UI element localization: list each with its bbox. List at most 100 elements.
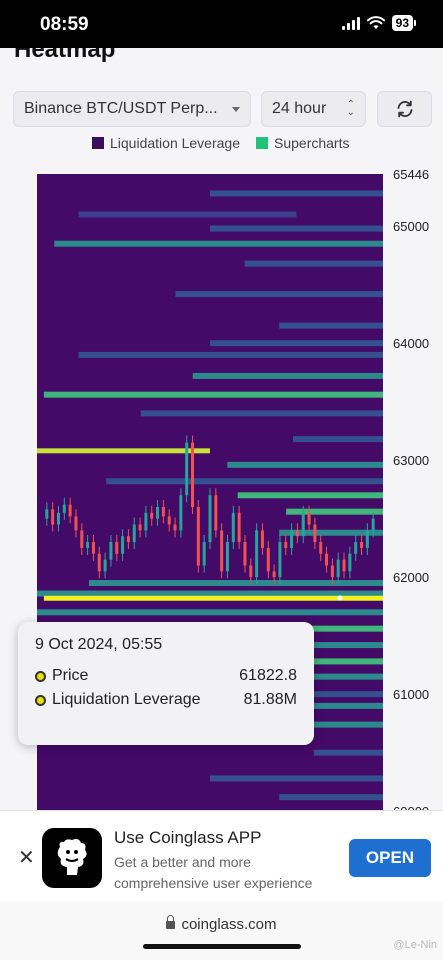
candle-body: [161, 506, 165, 517]
y-axis-tick-label: 65000: [393, 219, 429, 234]
candle-body: [126, 536, 130, 543]
y-axis-tick-label: 64000: [393, 336, 429, 351]
y-axis-tick-label: 60000: [393, 804, 429, 810]
legend-swatch: [92, 137, 104, 149]
candle-body: [150, 512, 154, 519]
address-bar[interactable]: coinglass.com: [0, 915, 443, 933]
candle-body: [138, 524, 142, 531]
candle-body: [97, 553, 101, 572]
chart-tooltip: 9 Oct 2024, 05:55 Price 61822.8 Liquidat…: [18, 622, 314, 745]
liquidation-band: [279, 529, 383, 536]
liquidation-band: [244, 260, 383, 267]
candle-body: [185, 442, 189, 496]
time-period-label: 24 hour: [272, 100, 327, 117]
close-icon[interactable]: ✕: [18, 847, 35, 869]
candle-body: [45, 509, 49, 519]
candle-body: [62, 504, 66, 513]
liquidation-band: [237, 492, 383, 499]
legend-item-supercharts[interactable]: Supercharts: [256, 135, 349, 151]
lock-icon: [166, 915, 176, 929]
legend-label: Supercharts: [274, 135, 350, 151]
y-axis-tick-label: 65446: [393, 167, 429, 182]
candle-body: [68, 504, 72, 517]
tooltip-label: Liquidation Leverage: [52, 691, 201, 708]
candle-body: [325, 553, 329, 566]
liquidation-band: [286, 508, 383, 515]
series-dot-icon: [35, 670, 46, 682]
cellular-signal-icon: [341, 16, 360, 30]
liquidation-band: [43, 595, 384, 601]
open-app-button[interactable]: OPEN: [349, 839, 431, 877]
candle-body: [319, 542, 323, 554]
candle-body: [371, 518, 375, 531]
candle-body: [196, 506, 200, 566]
candle-body: [237, 512, 241, 543]
watermark-text: @Le-Nin: [393, 939, 437, 951]
candle-body: [103, 559, 107, 572]
chart-legend: Liquidation Leverage Supercharts: [92, 135, 349, 151]
refresh-button[interactable]: [377, 91, 432, 127]
liquidation-band: [313, 749, 383, 756]
y-axis-tick-label: 62000: [393, 570, 429, 585]
banner-title: Use Coinglass APP: [114, 828, 262, 847]
candle-body: [86, 542, 90, 548]
liquidation-band: [293, 436, 383, 443]
up-down-chevron-icon: ⌃ ⌄: [346, 99, 355, 118]
legend-item-liquidation[interactable]: Liquidation Leverage: [92, 135, 240, 151]
candle-body: [132, 524, 136, 543]
candle-body: [260, 530, 264, 548]
y-axis-tick-label: 63000: [393, 453, 429, 468]
liquidation-band: [210, 225, 383, 232]
candle-body: [360, 542, 364, 548]
candle-body: [348, 553, 352, 572]
candle-body: [51, 509, 55, 525]
page-title: Heatmap: [14, 48, 116, 63]
candle-body: [278, 542, 282, 578]
app-promo-banner: ✕ Use Coinglass APP Get a better and mor…: [0, 810, 443, 902]
liquidation-band: [43, 391, 384, 398]
home-indicator[interactable]: [143, 944, 301, 949]
candle-body: [307, 512, 311, 525]
liquidation-band: [279, 322, 383, 329]
candle-body: [156, 506, 160, 519]
candle-body: [208, 495, 212, 543]
candle-body: [56, 512, 60, 525]
caret-down-icon: [232, 106, 240, 112]
candle-body: [231, 512, 235, 543]
candle-body: [144, 512, 148, 531]
candle-body: [365, 530, 369, 548]
liquidation-band: [78, 351, 384, 358]
candle-body: [202, 542, 206, 566]
tooltip-date: 9 Oct 2024, 05:55: [35, 636, 163, 653]
candle-body: [284, 542, 288, 548]
liquidation-band: [296, 702, 383, 709]
tooltip-value: 81.88M: [243, 691, 297, 708]
exchange-pair-select[interactable]: Binance BTC/USDT Perp...: [13, 91, 251, 127]
time-period-select[interactable]: 24 hour ⌃ ⌄: [261, 91, 366, 127]
tooltip-row-liquidation: Liquidation Leverage 81.88M: [35, 691, 297, 709]
liquidation-band: [279, 794, 383, 801]
candle-body: [255, 530, 259, 578]
banner-subtitle: Get a better and more comprehensive user…: [114, 854, 313, 891]
tooltip-label: Price: [52, 667, 89, 684]
page-content: Heatmap Binance BTC/USDT Perp... 24 hour…: [0, 48, 443, 810]
liquidation-band: [106, 478, 383, 485]
liquidation-band: [88, 580, 384, 587]
candle-body: [115, 542, 119, 554]
liquidation-band: [279, 721, 383, 728]
liquidation-band: [78, 211, 297, 218]
status-time: 08:59: [40, 14, 89, 35]
candle-body: [91, 542, 95, 554]
status-icons: 93: [341, 15, 417, 31]
liquidation-band: [54, 240, 384, 247]
candle-body: [295, 530, 299, 537]
exchange-pair-label: Binance BTC/USDT Perp...: [24, 100, 218, 117]
legend-swatch: [256, 137, 268, 149]
battery-icon: 93: [391, 15, 417, 31]
tooltip-row-price: Price 61822.8: [35, 667, 297, 685]
candle-body: [336, 559, 340, 578]
liquidation-band: [210, 775, 383, 782]
candle-body: [272, 571, 276, 578]
status-bar: 08:59 93: [0, 0, 443, 48]
wifi-icon: [366, 16, 385, 30]
